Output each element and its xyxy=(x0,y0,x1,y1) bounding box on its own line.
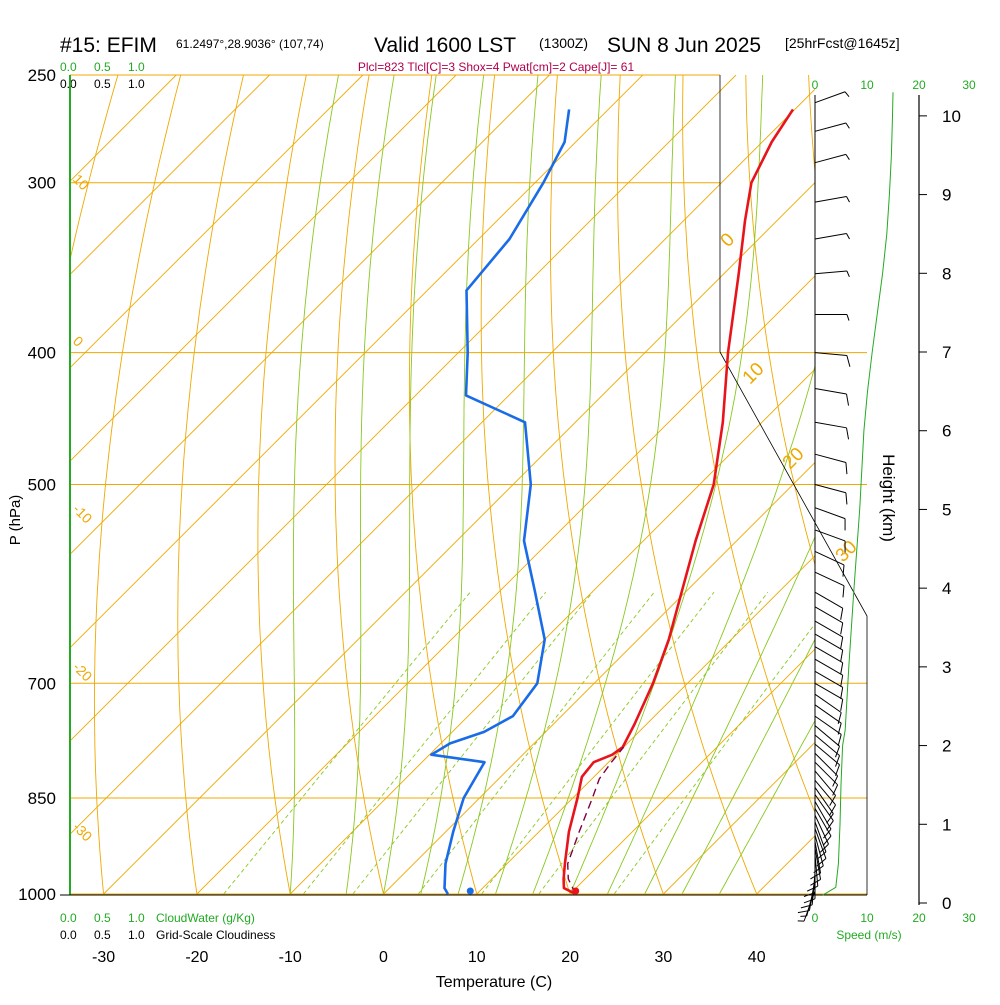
cloudwater-label: CloudWater (g/Kg) xyxy=(156,911,255,925)
pressure-tick-label: 400 xyxy=(28,344,56,363)
speed-tick: 0 xyxy=(812,911,819,925)
speed-tick: 20 xyxy=(912,78,926,92)
temperature-tick-label: 20 xyxy=(561,949,579,966)
surface-temperature-point xyxy=(572,888,579,895)
temperature-tick-label: 0 xyxy=(379,949,388,966)
pressure-tick-label: 300 xyxy=(28,174,56,193)
pressure-tick-label: 850 xyxy=(28,789,56,808)
cloud-tick: 0.0 xyxy=(60,60,77,74)
height-tick-label: 9 xyxy=(942,186,951,205)
temperature-tick-label: -10 xyxy=(279,949,302,966)
y-axis-title: P (hPa) xyxy=(7,495,24,546)
height-tick-label: 10 xyxy=(942,107,961,126)
surface-dewpoint-point xyxy=(467,888,474,895)
sounding-indices: Plcl=823 Tlcl[C]=3 Shox=4 Pwat[cm]=2 Cap… xyxy=(358,60,635,74)
station-coords: 61.2497°,28.9036° (107,74) xyxy=(176,37,324,51)
cloud-tick: 0.5 xyxy=(94,77,111,91)
cloud-tick: 1.0 xyxy=(128,60,145,74)
speed-axis-label: Speed (m/s) xyxy=(836,928,901,942)
height-tick-label: 7 xyxy=(942,343,951,362)
speed-tick: 10 xyxy=(860,78,874,92)
pressure-tick-label: 250 xyxy=(28,66,56,85)
valid-utc: (1300Z) xyxy=(539,35,588,51)
cloud-tick: 0.5 xyxy=(94,911,111,925)
forecast-tag: [25hrFcst@1645z] xyxy=(785,35,900,51)
cloud-tick: 0.0 xyxy=(60,911,77,925)
speed-tick: 30 xyxy=(962,911,976,925)
height-tick-label: 0 xyxy=(942,894,951,913)
speed-tick: 30 xyxy=(962,78,976,92)
cloud-tick: 0.5 xyxy=(94,928,111,942)
temperature-tick-label: 10 xyxy=(468,949,486,966)
temperature-tick-label: 40 xyxy=(748,949,766,966)
pressure-tick-label: 500 xyxy=(28,476,56,495)
valid-date: SUN 8 Jun 2025 xyxy=(607,34,761,57)
cloud-tick: 1.0 xyxy=(128,928,145,942)
height-tick-label: 2 xyxy=(942,737,951,756)
pressure-tick-label: 700 xyxy=(28,674,56,693)
speed-tick: 20 xyxy=(912,911,926,925)
x-axis-title: Temperature (C) xyxy=(436,974,552,991)
cloud-tick: 0.0 xyxy=(60,928,77,942)
station-title: #15: EFIM xyxy=(60,34,157,57)
cloudiness-label: Grid-Scale Cloudiness xyxy=(156,928,275,942)
temperature-tick-label: 30 xyxy=(655,949,673,966)
pressure-tick-label: 1000 xyxy=(18,885,56,904)
speed-tick: 0 xyxy=(812,78,819,92)
temperature-tick-label: -20 xyxy=(185,949,208,966)
height-tick-label: 3 xyxy=(942,658,951,677)
height-tick-label: 4 xyxy=(942,579,951,598)
temperature-tick-label: -30 xyxy=(92,949,115,966)
height-tick-label: 5 xyxy=(942,500,951,519)
height-tick-label: 1 xyxy=(942,815,951,834)
height-axis-title: Height (km) xyxy=(879,454,898,542)
cloud-tick: 1.0 xyxy=(128,77,145,91)
height-tick-label: 6 xyxy=(942,422,951,441)
cloud-tick: 1.0 xyxy=(128,911,145,925)
speed-tick: 10 xyxy=(860,911,874,925)
height-tick-label: 8 xyxy=(942,264,951,283)
cloud-tick: 0.0 xyxy=(60,77,77,91)
valid-time: Valid 1600 LST xyxy=(374,34,516,57)
cloud-tick: 0.5 xyxy=(94,60,111,74)
